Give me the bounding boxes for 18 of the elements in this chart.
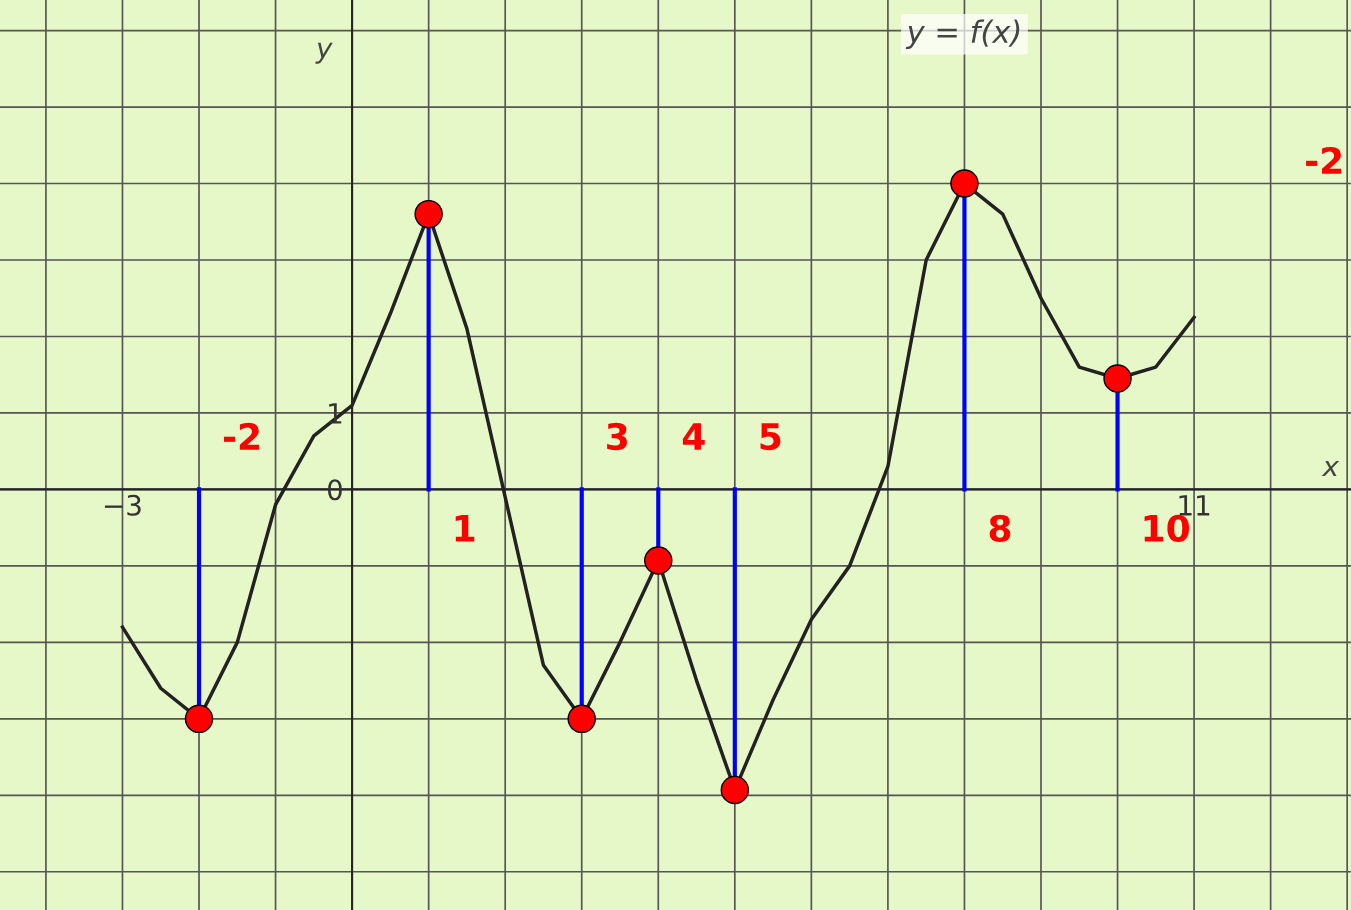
point [644, 546, 673, 575]
annotation: 8 [989, 514, 1011, 542]
point [950, 169, 979, 198]
annotation: 1 [455, 515, 475, 542]
text: y = f(x) [905, 19, 1020, 50]
point [720, 775, 750, 805]
annotation: 3 [607, 422, 627, 451]
point [567, 704, 596, 734]
annotation: 5 [760, 423, 781, 451]
annotation: -2 [1306, 146, 1342, 174]
point [414, 199, 443, 229]
y-axis-title: y [315, 42, 333, 64]
point [1103, 364, 1132, 393]
annotation: 4 [682, 423, 705, 450]
annotation: -2 [223, 422, 259, 450]
point [184, 704, 214, 734]
x-axis-title: x [1321, 460, 1340, 477]
annotation: 10 [1144, 514, 1190, 542]
